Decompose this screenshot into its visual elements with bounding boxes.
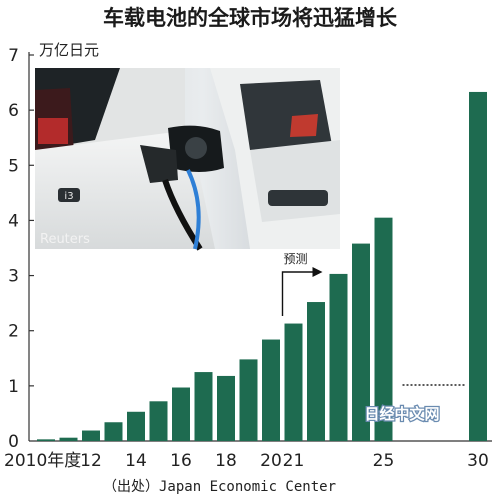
x-tick-label: 25 — [373, 451, 395, 471]
x-tick-label: 12 — [80, 451, 102, 471]
photo-credit: Reuters — [40, 232, 90, 247]
bar-2016 — [172, 387, 190, 441]
x-tick-label: 21 — [283, 451, 305, 471]
bar-2024 — [352, 243, 370, 441]
bar-2017 — [194, 372, 213, 441]
y-tick-label: 6 — [8, 101, 19, 121]
bar-2018 — [217, 375, 235, 441]
photo-ev-charging: i3 Reuters — [35, 68, 340, 251]
chart-title: 车载电池的全球市场将迅猛增长 — [103, 6, 398, 30]
y-tick-label: 4 — [8, 211, 19, 231]
bar-2014 — [127, 411, 145, 441]
x-tick-label: 14 — [125, 451, 147, 471]
bar-2020 — [262, 339, 280, 441]
x-tick-label: 18 — [215, 451, 237, 471]
y-tick-label: 0 — [8, 432, 19, 452]
y-tick-label: 1 — [8, 377, 19, 397]
bar-2015 — [149, 401, 168, 441]
x-tick-label: 20 — [260, 451, 282, 471]
bars — [37, 91, 487, 442]
y-tick-label: 7 — [8, 46, 19, 66]
source-note: （出处）Japan Economic Center — [103, 479, 336, 495]
bar-2013 — [104, 422, 123, 441]
i3-badge-icon — [58, 188, 80, 202]
bar-2021 — [284, 323, 303, 441]
x-tick-label: 30 — [467, 451, 489, 471]
forecast-marker: 预测 — [281, 252, 323, 316]
y-tick-label: 5 — [8, 156, 19, 176]
bar-2019 — [239, 359, 258, 441]
y-axis-unit: 万亿日元 — [39, 41, 99, 59]
bar-2025 — [374, 217, 393, 441]
bar-2030 — [469, 91, 487, 442]
bar-2012 — [82, 430, 100, 441]
bar-2010 — [37, 439, 55, 441]
forecast-bracket — [281, 271, 313, 316]
x-tick-label: 2010年度 — [4, 451, 81, 471]
x-tick-label: 16 — [170, 451, 192, 471]
bar-2011 — [59, 437, 78, 441]
charging-plug-icon — [140, 145, 178, 183]
forecast-arrow-icon — [312, 267, 323, 277]
photo-badge: i3 — [64, 191, 73, 202]
forecast-label: 预测 — [284, 252, 308, 266]
y-tick-label: 2 — [8, 322, 19, 342]
bar-2022 — [307, 302, 325, 441]
watermark: 日经中文网 — [364, 405, 439, 423]
bar-2023 — [329, 273, 348, 441]
y-tick-label: 3 — [8, 267, 19, 287]
y-ticks: 0 1 2 3 4 5 6 7 — [8, 46, 34, 452]
